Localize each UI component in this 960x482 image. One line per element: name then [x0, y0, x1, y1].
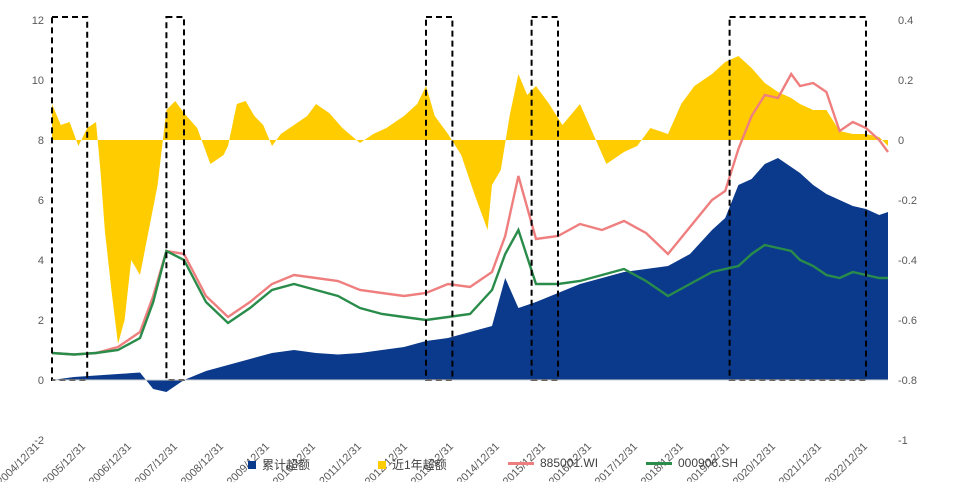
legend-swatch-index-sh: [646, 461, 672, 465]
legend-swatch-cumulative: [248, 460, 256, 469]
legend: 累计超额 近1年超额 885001.WI 000906.SH: [0, 456, 960, 476]
legend-item-index-sh: 000906.SH: [646, 456, 738, 470]
highlight-box-1: [51, 16, 89, 381]
highlight-box-3: [425, 16, 454, 381]
series-rolling-excess-area: [52, 56, 888, 344]
legend-label-cumulative: 累计超额: [262, 458, 311, 472]
y-left-tick-label: 10: [32, 75, 44, 87]
y-left-tick-label: -2: [34, 435, 44, 447]
y-right-tick-label: 0.4: [898, 15, 913, 27]
cumulative-excess-area-layer: [52, 158, 888, 392]
y-left-tick-label: 0: [38, 375, 44, 387]
y-right-tick-label: -1: [898, 435, 908, 447]
legend-swatch-rolling: [378, 460, 386, 469]
legend-label-index-sh: 000906.SH: [678, 456, 739, 470]
y-right-tick-label: -0.2: [898, 195, 917, 207]
y-right-tick-label: 0: [898, 135, 904, 147]
series-index-sh-line: [51, 226, 888, 356]
legend-item-cumulative: 累计超额: [248, 456, 310, 473]
y-right-tick-label: -0.6: [898, 315, 917, 327]
series-index-wi-line: [51, 71, 889, 356]
y-left-tick-label: 12: [32, 15, 44, 27]
legend-label-rolling: 近1年超额: [392, 458, 447, 472]
y-left-tick-label: 4: [38, 255, 44, 267]
legend-item-index-wi: 885001.WI: [508, 456, 598, 470]
y-left-tick-label: 2: [38, 315, 44, 327]
series-cumulative-excess-area: [52, 158, 888, 392]
legend-item-rolling: 近1年超额: [378, 456, 447, 473]
highlight-box-2: [165, 16, 185, 381]
legend-swatch-index-wi: [508, 461, 534, 465]
y-left-tick-label: 8: [38, 135, 44, 147]
rolling-excess-area-layer: [52, 56, 888, 344]
y-right-tick-label: 0.2: [898, 75, 913, 87]
y-left-tick-label: 6: [38, 195, 44, 207]
legend-label-index-wi: 885001.WI: [540, 456, 599, 470]
y-right-tick-label: -0.4: [898, 255, 917, 267]
index-lines-layer: [51, 71, 889, 356]
y-right-tick-label: -0.8: [898, 375, 917, 387]
